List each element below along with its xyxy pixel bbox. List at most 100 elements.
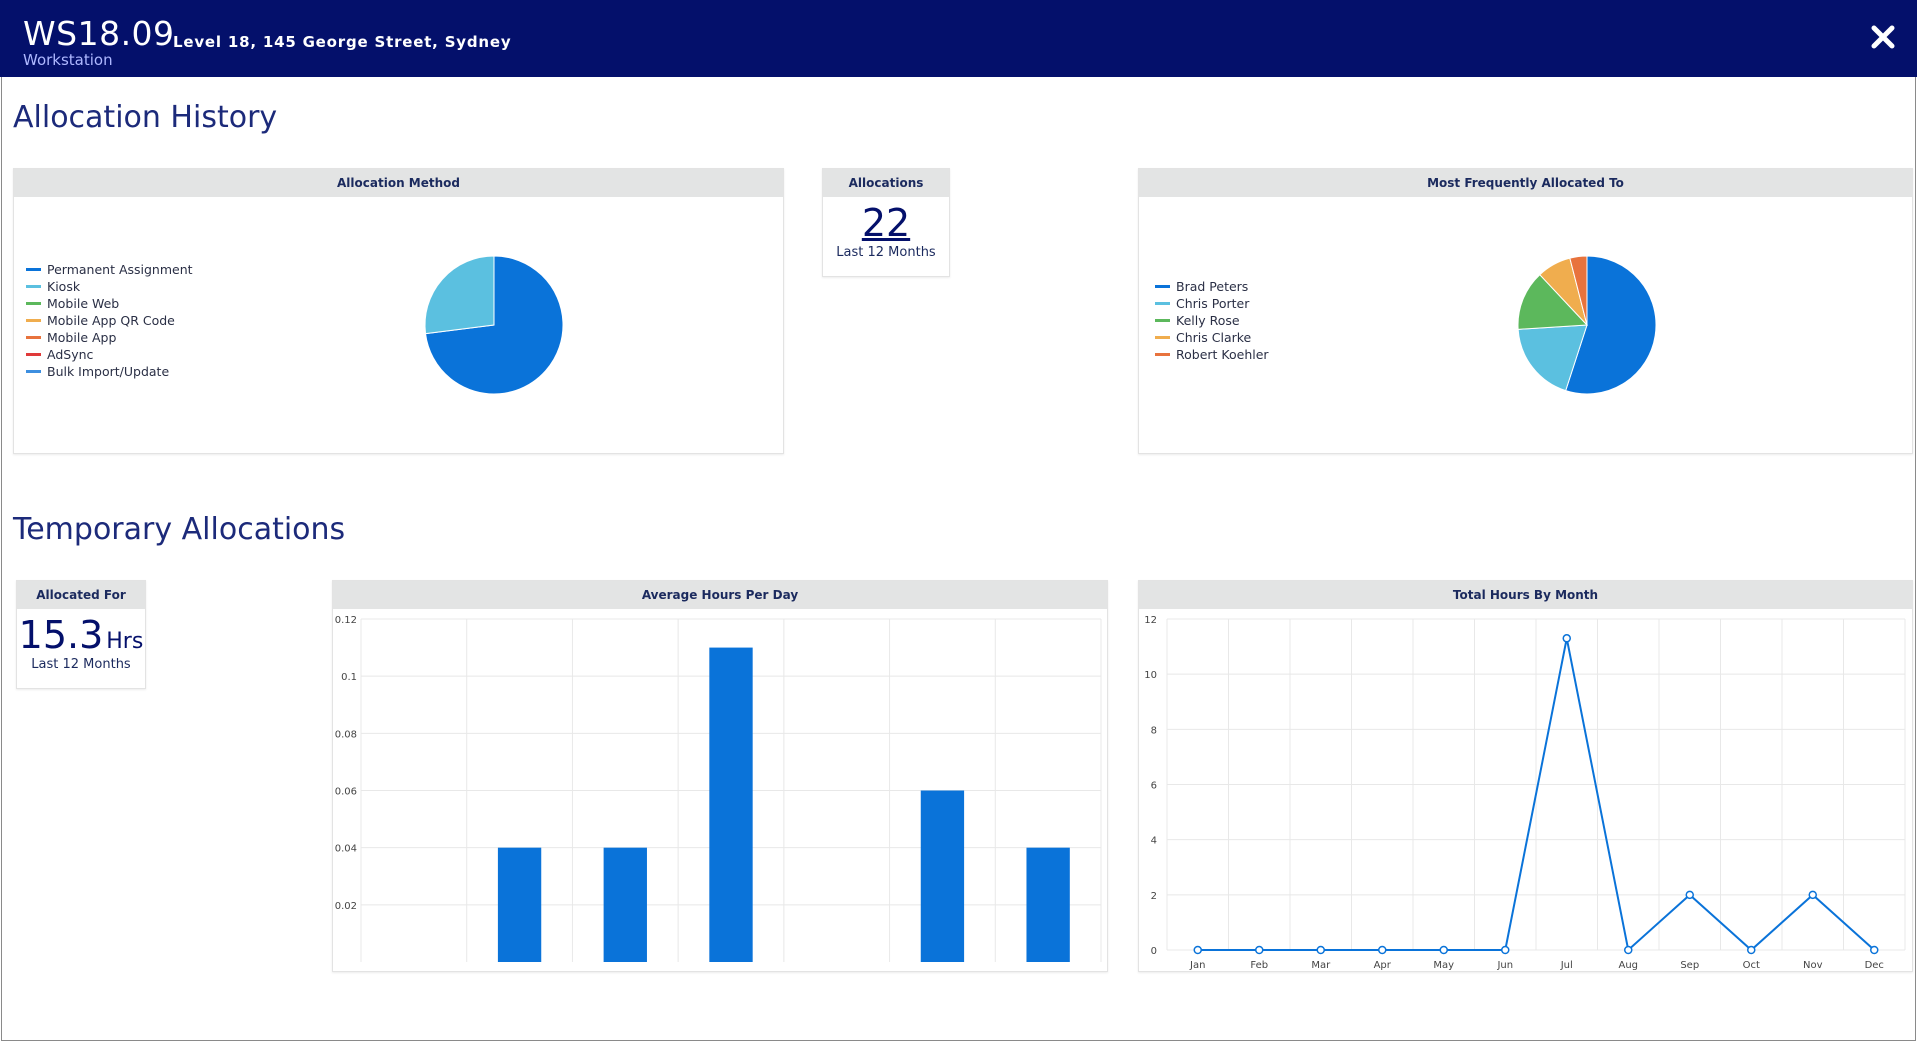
allocations-title: Allocations xyxy=(823,169,949,197)
allocated-for-caption: Last 12 Months xyxy=(31,657,131,672)
x-tick-label: Jul xyxy=(1560,960,1573,971)
bar-4[interactable] xyxy=(709,647,753,962)
y-tick-label: 8 xyxy=(1151,725,1157,736)
allocation-method-legend-kiosk[interactable]: Kiosk xyxy=(26,278,193,295)
y-tick-label: 2 xyxy=(1151,891,1157,902)
modal-frame xyxy=(1,77,1916,1041)
most-frequent-legend-chris-clarke[interactable]: Chris Clarke xyxy=(1155,329,1269,346)
allocation-method-legend: Permanent Assignment Kiosk Mobile Web Mobil… xyxy=(26,261,193,380)
legend-label: Chris Clarke xyxy=(1176,330,1252,345)
point-Dec[interactable] xyxy=(1870,945,1879,955)
bar-2[interactable] xyxy=(497,847,542,962)
allocation-method-legend-mobile-web[interactable]: Mobile Web xyxy=(26,295,193,312)
x-tick-label: May xyxy=(1433,960,1454,971)
average-hours-card: Average Hours Per Day 0.02 0.04 0.06 0.08 0.… xyxy=(332,580,1108,972)
point-Aug[interactable] xyxy=(1624,945,1633,955)
legend-label: AdSync xyxy=(47,347,94,362)
allocated-for-value: 15.3 xyxy=(18,613,104,657)
allocation-history-title: Allocation History xyxy=(13,100,278,135)
point-Feb[interactable] xyxy=(1255,945,1264,955)
workstation-location: Level 18, 145 George Street, Sydney xyxy=(173,33,512,51)
legend-swatch xyxy=(26,319,41,322)
bar-6[interactable] xyxy=(920,790,965,963)
point-Jun[interactable] xyxy=(1501,945,1510,955)
most-frequent-legend-robert-koehler[interactable]: Robert Koehler xyxy=(1155,346,1269,363)
close-icon[interactable] xyxy=(1870,24,1896,50)
legend-label: Chris Porter xyxy=(1176,296,1250,311)
workstation-type: Workstation xyxy=(23,51,113,69)
legend-swatch xyxy=(26,268,41,271)
most-frequent-slice-robert-koehler[interactable] xyxy=(1569,255,1588,326)
most-frequent-legend-brad-peters[interactable]: Brad Peters xyxy=(1155,278,1269,295)
legend-swatch xyxy=(26,353,41,356)
legend-label: Kelly Rose xyxy=(1176,313,1240,328)
most-frequent-card: Most Frequently Allocated To Brad Peters… xyxy=(1138,168,1913,454)
y-tick-label: 0.06 xyxy=(335,787,357,798)
x-tick-label: Apr xyxy=(1374,960,1392,971)
x-tick-label: Nov xyxy=(1803,960,1823,971)
legend-swatch xyxy=(1155,353,1170,356)
x-tick-label: Feb xyxy=(1250,960,1268,971)
legend-swatch xyxy=(26,285,41,288)
point-May[interactable] xyxy=(1439,945,1448,955)
x-tick-label: Aug xyxy=(1618,960,1638,971)
legend-label: Mobile App QR Code xyxy=(47,313,175,328)
legend-swatch xyxy=(1155,285,1170,288)
point-Sep[interactable] xyxy=(1685,890,1694,900)
most-frequent-pie xyxy=(1517,255,1657,395)
legend-swatch xyxy=(1155,336,1170,339)
allocated-for-stat: 15.3 Hrs xyxy=(17,613,145,657)
allocation-method-legend-adsync[interactable]: AdSync xyxy=(26,346,193,363)
legend-label: Kiosk xyxy=(47,279,81,294)
y-tick-label: 0.04 xyxy=(335,844,357,855)
allocation-method-slice-kiosk[interactable] xyxy=(424,255,495,335)
series-line xyxy=(1197,638,1875,952)
most-frequent-title: Most Frequently Allocated To xyxy=(1139,169,1912,197)
y-tick-label: 10 xyxy=(1144,670,1157,681)
most-frequent-slice-kelly-rose[interactable] xyxy=(1517,273,1589,330)
allocation-method-legend-mobile-app[interactable]: Mobile App xyxy=(26,329,193,346)
allocation-method-pie xyxy=(424,255,564,395)
allocated-for-title: Allocated For xyxy=(17,581,145,609)
allocations-caption: Last 12 Months xyxy=(836,245,936,260)
y-tick-label: 4 xyxy=(1151,836,1157,847)
allocation-method-legend-permanent-assignment[interactable]: Permanent Assignment xyxy=(26,261,193,278)
legend-swatch xyxy=(1155,302,1170,305)
most-frequent-legend-chris-porter[interactable]: Chris Porter xyxy=(1155,295,1269,312)
total-hours-chart: 0 2 4 6 8 10 12 Jan Feb Mar Apr May Jun Jul Aug Sep Oct N… xyxy=(1144,615,1906,971)
allocated-for-unit: Hrs xyxy=(106,629,144,654)
point-Apr[interactable] xyxy=(1378,945,1387,955)
allocation-method-legend-mobile-app-qr-code[interactable]: Mobile App QR Code xyxy=(26,312,193,329)
y-tick-label: 0.08 xyxy=(335,729,357,740)
most-frequent-legend-kelly-rose[interactable]: Kelly Rose xyxy=(1155,312,1269,329)
legend-swatch xyxy=(1155,319,1170,322)
point-Oct[interactable] xyxy=(1747,945,1756,955)
most-frequent-slice-chris-porter[interactable] xyxy=(1517,324,1588,392)
y-tick-label: 0.12 xyxy=(335,615,357,626)
y-tick-label: 6 xyxy=(1151,781,1157,792)
bar-7[interactable] xyxy=(1026,847,1070,962)
legend-label: Mobile App xyxy=(47,330,117,345)
average-hours-chart: 0.02 0.04 0.06 0.08 0.1 0.12 xyxy=(335,615,1102,963)
legend-label: Permanent Assignment xyxy=(47,262,193,277)
x-tick-label: Mar xyxy=(1311,960,1331,971)
most-frequent-slice-brad-peters[interactable] xyxy=(1565,255,1657,395)
y-tick-label: 12 xyxy=(1144,615,1157,626)
allocation-method-legend-bulk-import-update[interactable]: Bulk Import/Update xyxy=(26,363,193,380)
allocations-count[interactable]: 22 xyxy=(861,201,911,245)
legend-swatch xyxy=(26,370,41,373)
legend-label: Robert Koehler xyxy=(1176,347,1269,362)
legend-label: Bulk Import/Update xyxy=(47,364,170,379)
point-Nov[interactable] xyxy=(1808,890,1817,900)
legend-label: Brad Peters xyxy=(1176,279,1249,294)
point-Jan[interactable] xyxy=(1193,945,1202,955)
point-Mar[interactable] xyxy=(1316,945,1325,955)
point-Jul[interactable] xyxy=(1562,634,1571,643)
bar-3[interactable] xyxy=(603,847,647,962)
total-hours-card: Total Hours By Month 0 2 4 6 8 10 12 Jan Feb Mar A… xyxy=(1138,580,1913,972)
x-tick-label: Oct xyxy=(1743,960,1760,971)
y-tick-label: 0 xyxy=(1151,946,1157,957)
allocated-for-card: Allocated For 15.3 Hrs Last 12 Months xyxy=(16,580,146,689)
x-tick-label: Jun xyxy=(1496,960,1513,971)
total-hours-title: Total Hours By Month xyxy=(1139,581,1912,609)
